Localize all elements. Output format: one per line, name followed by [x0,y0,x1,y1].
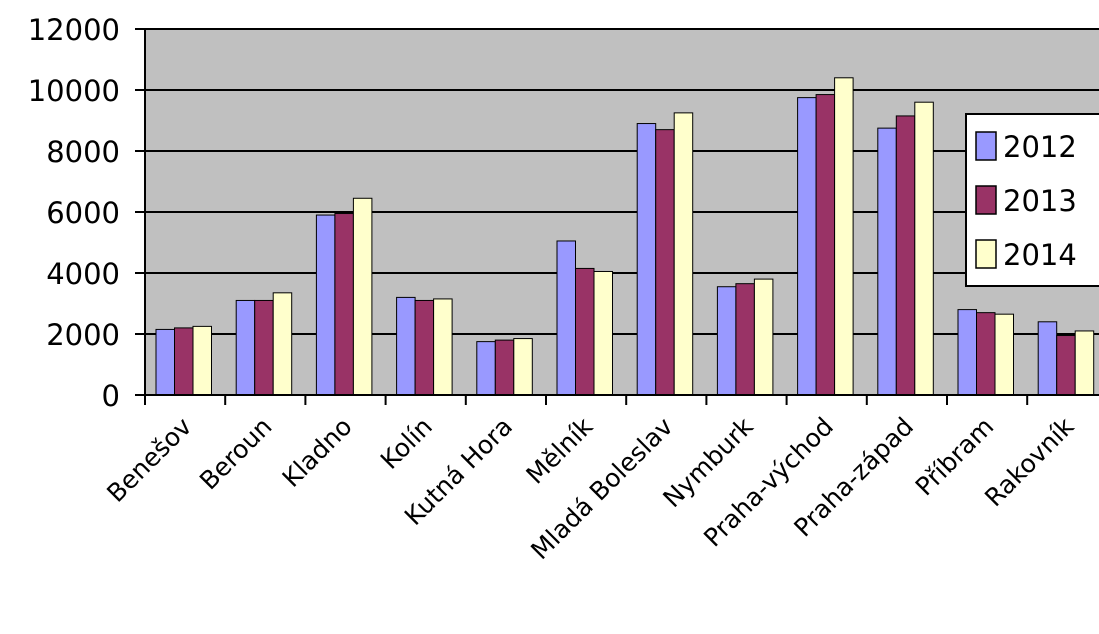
y-tick-label: 0 [102,379,120,413]
bar-2014 [753,278,774,396]
bar-2013 [1056,335,1076,396]
bar-2012 [155,328,175,396]
bar-2014 [433,298,453,396]
y-tick-label: 10000 [28,74,120,108]
bar-2013 [494,339,515,396]
bar-2013 [575,267,595,396]
bar-2014 [1074,330,1095,396]
x-category-label: Mělník [520,411,598,489]
bar-2013 [815,94,836,396]
bar-2013 [976,312,996,396]
y-tick-labels: 0 2000 4000 6000 8000 10000 12000 [28,13,120,413]
x-category-label: Beroun [194,412,278,496]
bar-2012 [396,296,416,396]
bar-2014 [192,325,212,396]
bar-2014 [834,77,854,396]
legend-label: 2013 [1003,184,1077,218]
y-tick-label: 4000 [46,257,120,291]
x-category-label: Kladno [277,412,358,493]
bar-2013 [735,283,755,396]
x-category-label: Benešov [101,412,197,508]
bar-2012 [797,97,817,396]
bar-2014 [272,292,293,396]
bar-2012 [476,341,496,396]
bar-2013 [895,115,916,396]
bar-2014 [513,338,533,396]
bar-2014 [593,270,613,396]
legend-swatch-2013 [975,185,997,215]
bar-2014 [673,112,694,396]
gridlines [145,28,1099,335]
y-tick-label: 12000 [28,13,120,47]
x-category-label: Mladá Boleslav [525,412,678,565]
legend-swatch-2012 [975,131,997,161]
bar-2013 [414,299,435,396]
legend-swatch-2014 [975,239,997,269]
x-category-label: Rakovník [979,411,1080,512]
bar-2013 [655,129,675,396]
bar-2012 [315,214,336,396]
bar-2012 [957,309,977,396]
bars [155,77,1095,396]
bar-2014 [994,313,1014,396]
bar-2014 [914,101,934,396]
bar-2012 [1037,321,1058,396]
bar-2012 [636,123,657,396]
legend-label: 2012 [1003,130,1077,164]
bar-2012 [877,127,897,396]
bar-2013 [174,327,194,396]
axes [135,28,1099,405]
y-tick-label: 6000 [46,196,120,230]
bar-2012 [556,240,576,396]
bar-2014 [352,197,373,396]
y-tick-label: 8000 [46,135,120,169]
legend-label: 2014 [1003,238,1077,272]
bar-2012 [716,286,737,396]
bar-2012 [235,299,256,396]
x-category-label: Kolín [375,412,438,475]
bar-2013 [334,213,354,396]
bar-2013 [254,299,274,396]
y-tick-label: 2000 [46,318,120,352]
legend: 2012 2013 2014 [965,113,1099,287]
